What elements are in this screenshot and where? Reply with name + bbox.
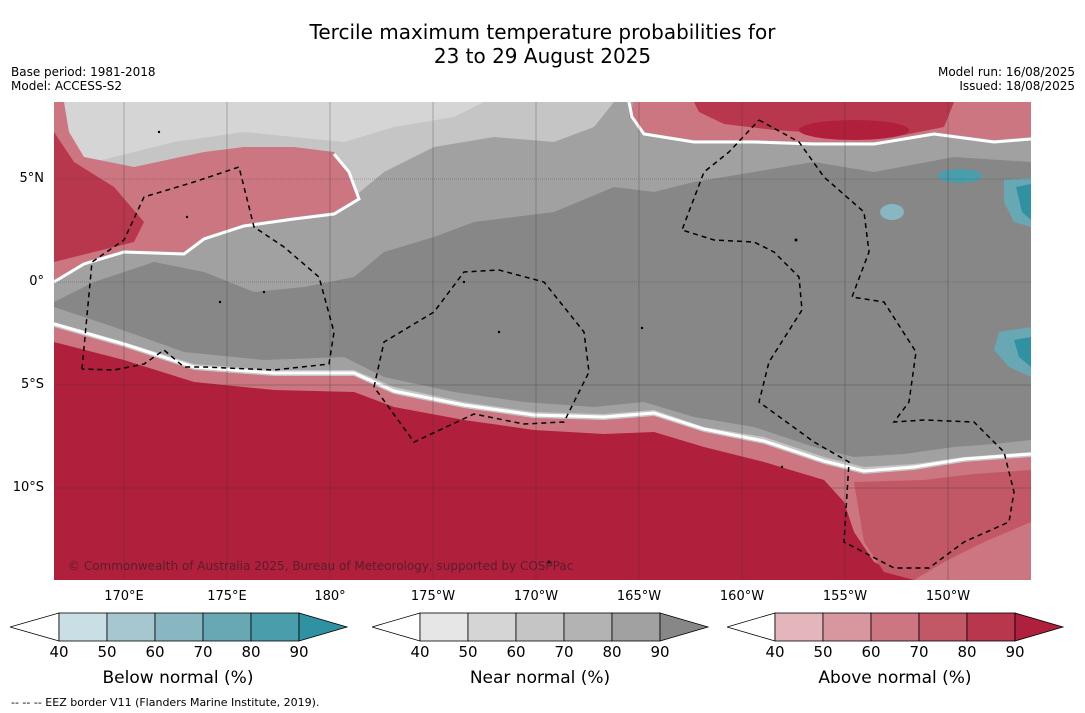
colorbar-tick-label: 90: [289, 643, 309, 661]
colorbar-tick-label: 50: [813, 643, 833, 661]
colorbar-tick-label: 60: [861, 643, 881, 661]
eez-legend-note: -- -- -- EEZ border V11 (Flanders Marine…: [11, 696, 320, 709]
colorbar-above-normal: [727, 612, 1065, 642]
colorbar-segment: [467, 612, 517, 642]
colorbar-below-low-arrow: [10, 612, 60, 642]
lat-label-5s: 5°S: [20, 377, 44, 392]
eez-border-line-islands: [681, 119, 1015, 569]
graticule: [54, 102, 1031, 580]
issued-text: Issued: 18/08/2025: [959, 79, 1075, 93]
colorbar-tick-label: 70: [909, 643, 929, 661]
colorbar-tick-label: 50: [97, 643, 117, 661]
below-normal-small-patch-2: [880, 204, 904, 220]
colorbar-title-near: Near normal (%): [469, 668, 611, 688]
lon-label-175e: 175°E: [207, 589, 247, 604]
colorbar-title-above: Above normal (%): [818, 668, 972, 688]
colorbar-tick-label: 70: [554, 643, 574, 661]
colorbar-above-low-arrow: [727, 612, 776, 642]
copyright-text: © Commonwealth of Australia 2025, Bureau…: [68, 559, 573, 573]
above-normal-south-east-mid: [854, 470, 1031, 580]
colorbar-tick-label: 90: [1005, 643, 1025, 661]
lat-label-5n: 5°N: [19, 171, 45, 186]
lat-label-10s: 10°S: [12, 480, 44, 495]
boundary-line-west: [54, 153, 361, 284]
lon-label-170e: 170°E: [104, 589, 144, 604]
colorbar-tick-label: 40: [410, 643, 430, 661]
colorbar-tick-label: 40: [49, 643, 69, 661]
below-normal-patch-east-north-dark: [1016, 184, 1031, 220]
colorbar-segment: [918, 612, 968, 642]
colorbar-segment: [966, 612, 1016, 642]
above-normal-south-dark: [54, 342, 914, 580]
colorbar-near-normal: [372, 612, 710, 642]
lon-label-165w: 165°W: [616, 589, 662, 604]
map-title: Tercile maximum temperature probabilitie…: [0, 20, 1085, 68]
lon-label-150w: 150°W: [925, 589, 971, 604]
near-normal-lightest-north: [54, 102, 484, 172]
colorbar-segment: [419, 612, 469, 642]
colorbar-segment: [106, 612, 156, 642]
colorbar-tick-label: 70: [193, 643, 213, 661]
colorbar-segment: [202, 612, 252, 642]
boundary-line-northeast: [627, 102, 1031, 146]
colorbar-title-below: Below normal (%): [102, 668, 254, 688]
boundary-line-south: [54, 322, 1031, 473]
colorbar-segment: [870, 612, 920, 642]
colorbar-tick-label: 50: [458, 643, 478, 661]
colorbar-below-normal: [10, 612, 349, 642]
metadata-right: Model run: 16/08/2025 Issued: 18/08/2025: [938, 65, 1075, 93]
colorbar-near-high-arrow: [659, 612, 710, 642]
colorbar-tick-label: 80: [241, 643, 261, 661]
colorbar-near-low-arrow: [372, 612, 421, 642]
lon-label-170w: 170°W: [513, 589, 559, 604]
colorbar-segment: [58, 612, 108, 642]
lon-label-155w: 155°W: [822, 589, 868, 604]
colorbar-segment: [774, 612, 824, 642]
colorbar-segment: [154, 612, 204, 642]
colorbar-tick-label: 40: [765, 643, 785, 661]
above-normal-northeast-core: [799, 120, 909, 140]
colorbar-segment: [822, 612, 872, 642]
colorbar-tick-label: 60: [145, 643, 165, 661]
lat-label-0: 0°: [29, 274, 44, 289]
colorbar-tick-label: 60: [506, 643, 526, 661]
colorbar-tick-label: 80: [957, 643, 977, 661]
lon-label-180: 180°: [314, 589, 346, 604]
colorbar-tick-label: 90: [650, 643, 670, 661]
eez-borders: [81, 119, 1015, 569]
colorbar-tick-label: 80: [602, 643, 622, 661]
colorbar-above-high-arrow: [1014, 612, 1065, 642]
colorbar-segment: [611, 612, 661, 642]
lon-label-160w: 160°W: [719, 589, 765, 604]
eez-border-phoenix: [373, 269, 590, 443]
colorbar-below-high-arrow: [298, 612, 349, 642]
base-period-text: Base period: 1981-2018: [11, 65, 156, 79]
below-normal-small-patch: [938, 169, 982, 183]
metadata-left: Base period: 1981-2018 Model: ACCESS-S2: [11, 65, 156, 93]
model-text: Model: ACCESS-S2: [11, 79, 123, 93]
probability-map: © Commonwealth of Australia 2025, Bureau…: [54, 102, 1031, 580]
model-run-text: Model run: 16/08/2025: [937, 65, 1075, 79]
island-markers: [157, 130, 798, 564]
below-normal-patch-east-south-dark: [1014, 337, 1031, 367]
lon-label-175w: 175°W: [410, 589, 456, 604]
colorbar-segment: [563, 612, 613, 642]
above-normal-west-dark: [54, 132, 144, 262]
colorbar-segment: [250, 612, 300, 642]
title-line-1: Tercile maximum temperature probabilitie…: [309, 20, 776, 44]
eez-border-kiribati-gilberts: [81, 166, 335, 371]
title-line-2: 23 to 29 August 2025: [433, 44, 652, 68]
colorbar-segment: [515, 612, 565, 642]
